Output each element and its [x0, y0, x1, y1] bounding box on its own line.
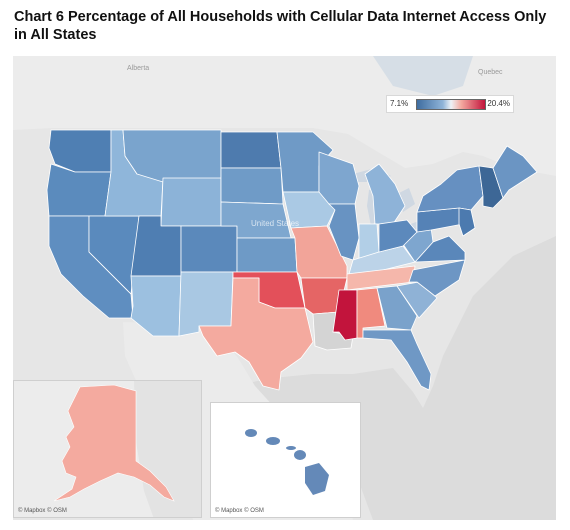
- state-north-dakota[interactable]: [220, 131, 282, 169]
- state-wyoming[interactable]: [160, 177, 222, 227]
- state-montana[interactable]: [122, 129, 222, 183]
- chart-title: Chart 6 Percentage of All Households wit…: [14, 9, 547, 43]
- alaska-map-credit: © Mapbox © OSM: [18, 508, 67, 514]
- island-kauai[interactable]: [245, 429, 257, 437]
- hawaii-background: [211, 403, 360, 517]
- state-washington[interactable]: [48, 129, 112, 173]
- state-texas[interactable]: [198, 277, 314, 391]
- state-georgia[interactable]: [376, 285, 418, 331]
- label-alberta: Alberta: [127, 65, 149, 72]
- us-states[interactable]: [46, 129, 538, 391]
- hudson-bay: [373, 56, 473, 96]
- alaska-map: [14, 381, 201, 517]
- state-michigan[interactable]: [364, 163, 406, 225]
- state-south-carolina[interactable]: [396, 281, 438, 319]
- state-oregon[interactable]: [46, 163, 112, 217]
- state-south-dakota[interactable]: [220, 167, 284, 205]
- island-molokai[interactable]: [286, 446, 296, 450]
- island-oahu[interactable]: [266, 437, 280, 445]
- legend-gradient-bar: [416, 99, 486, 110]
- state-colorado[interactable]: [180, 225, 238, 273]
- state-hawaii[interactable]: [245, 429, 329, 495]
- island-big-island[interactable]: [305, 463, 329, 495]
- island-maui[interactable]: [294, 450, 306, 460]
- state-florida[interactable]: [362, 329, 432, 391]
- state-ohio[interactable]: [378, 219, 418, 253]
- color-legend: 7.1% 20.4%: [386, 95, 514, 113]
- hawaii-map: [211, 403, 360, 517]
- state-kansas[interactable]: [236, 237, 298, 273]
- legend-min-label: 7.1%: [390, 99, 409, 108]
- label-united-states: United States: [251, 219, 299, 228]
- state-maine[interactable]: [492, 145, 538, 199]
- state-illinois[interactable]: [328, 203, 360, 261]
- state-new-jersey[interactable]: [458, 207, 476, 237]
- state-alaska[interactable]: [53, 384, 175, 502]
- alaska-inset[interactable]: © Mapbox © OSM: [13, 380, 202, 518]
- basemap: Alberta Quebec: [13, 56, 556, 520]
- hawaii-map-credit: © Mapbox © OSM: [215, 508, 264, 514]
- legend-max-label: 20.4%: [487, 99, 510, 108]
- hawaii-inset[interactable]: © Mapbox © OSM: [210, 402, 361, 518]
- map-canvas[interactable]: Alberta Quebec: [13, 56, 556, 520]
- label-quebec: Quebec: [478, 69, 503, 76]
